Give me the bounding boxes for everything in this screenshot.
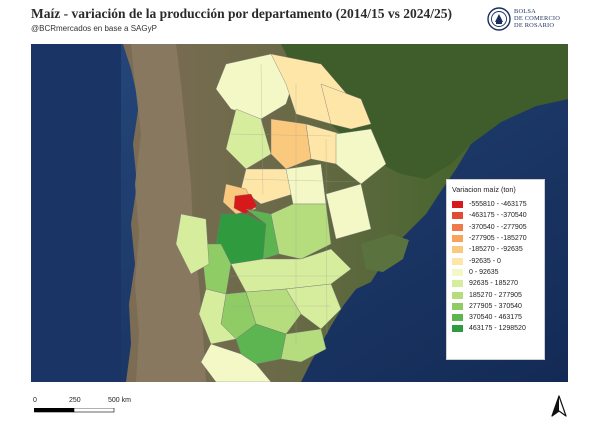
map-title: Maíz - variación de la producción por de… (31, 6, 452, 21)
dept-santiago-south[interactable] (240, 168, 294, 205)
uruguay-land (361, 234, 409, 272)
map-legend: Variacion maíz (ton) -555810 - -463175 -4… (446, 179, 545, 360)
scale-label-0: 0 (33, 397, 37, 404)
andes-range (131, 44, 206, 382)
logo-line-3: DE ROSARIO (514, 22, 555, 30)
legend-item: 277905 - 370540 (452, 301, 540, 312)
dept-rio-negro[interactable] (200, 343, 272, 382)
dept-la-pampa[interactable] (198, 288, 237, 345)
legend-swatch (452, 257, 463, 265)
legend-item: 463175 - 1298520 (452, 323, 540, 334)
scale-bar: 0 250 500 km (33, 397, 143, 416)
legend-item: -92635 - 0 (452, 255, 540, 266)
legend-label: -555810 - -463175 (469, 201, 527, 209)
logo-line-2: DE COMERCIO (514, 15, 561, 23)
legend-swatch (452, 268, 463, 276)
dept-ba-south[interactable] (280, 328, 327, 363)
pacific-ocean (31, 44, 121, 382)
legend-swatch (452, 302, 463, 310)
logo-line-1: BOLSA (514, 8, 536, 15)
dept-santa-fe-north[interactable] (285, 163, 327, 205)
legend-item: -185270 - -92635 (452, 244, 540, 255)
legend-item: 0 - 92635 (452, 267, 540, 278)
legend-item: -277905 - -185270 (452, 233, 540, 244)
legend-label: 463175 - 1298520 (469, 325, 526, 333)
legend-swatch (452, 246, 463, 254)
dept-ba-east[interactable] (285, 283, 342, 330)
legend-swatch (452, 235, 463, 243)
legend-item: -370540 - -277905 (452, 222, 540, 233)
dept-chaco-south[interactable] (270, 118, 312, 170)
dept-ba-center[interactable] (245, 288, 302, 335)
legend-title: Variacion maíz (ton) (452, 185, 516, 194)
dept-santiago-north[interactable] (225, 108, 272, 170)
dept-entre-rios[interactable] (325, 183, 372, 240)
scale-graphic (34, 408, 115, 413)
legend-label: 92635 - 185270 (469, 280, 519, 288)
legend-item: -555810 - -463175 (452, 199, 540, 210)
legend-item: 370540 - 463175 (452, 312, 540, 323)
legend-swatch (452, 223, 463, 231)
legend-swatch (452, 314, 463, 322)
scale-label-250: 250 (69, 397, 81, 404)
dept-cordoba-east[interactable] (245, 208, 280, 260)
legend-label: 370540 - 463175 (469, 314, 522, 322)
dept-mendoza[interactable] (175, 213, 210, 275)
legend-items: -555810 - -463175 -463175 - -370540 -37054… (452, 199, 540, 335)
legend-label: -370540 - -277905 (469, 223, 527, 231)
legend-swatch (452, 325, 463, 333)
north-arrow-icon (551, 395, 567, 417)
legend-label: -463175 - -370540 (469, 212, 527, 220)
legend-swatch (452, 212, 463, 220)
bcr-logo: BOLSA DE COMERCIO DE ROSARIO (487, 5, 587, 33)
legend-label: 185270 - 277905 (469, 291, 522, 299)
department-borders (230, 63, 362, 344)
legend-label: 277905 - 370540 (469, 302, 522, 310)
dept-formosa[interactable] (320, 83, 372, 130)
logo-text: BOLSA DE COMERCIO DE ROSARIO (514, 8, 560, 30)
dept-corrientes[interactable] (335, 128, 387, 185)
legend-item: 185270 - 277905 (452, 289, 540, 300)
argentina-departments[interactable] (175, 53, 387, 382)
legend-swatch (452, 201, 463, 209)
legend-swatch (452, 280, 463, 288)
legend-label: -185270 - -92635 (469, 246, 523, 254)
legend-swatch (452, 291, 463, 299)
legend-label: -92635 - 0 (469, 257, 501, 265)
legend-item: 92635 - 185270 (452, 278, 540, 289)
scale-label-500: 500 km (108, 397, 131, 404)
bcr-emblem-icon (487, 7, 511, 31)
legend-label: 0 - 92635 (469, 268, 499, 276)
legend-item: -463175 - -370540 (452, 210, 540, 221)
map-subtitle: @BCRmercados en base a SAGyP (31, 24, 157, 33)
legend-label: -277905 - -185270 (469, 235, 527, 243)
